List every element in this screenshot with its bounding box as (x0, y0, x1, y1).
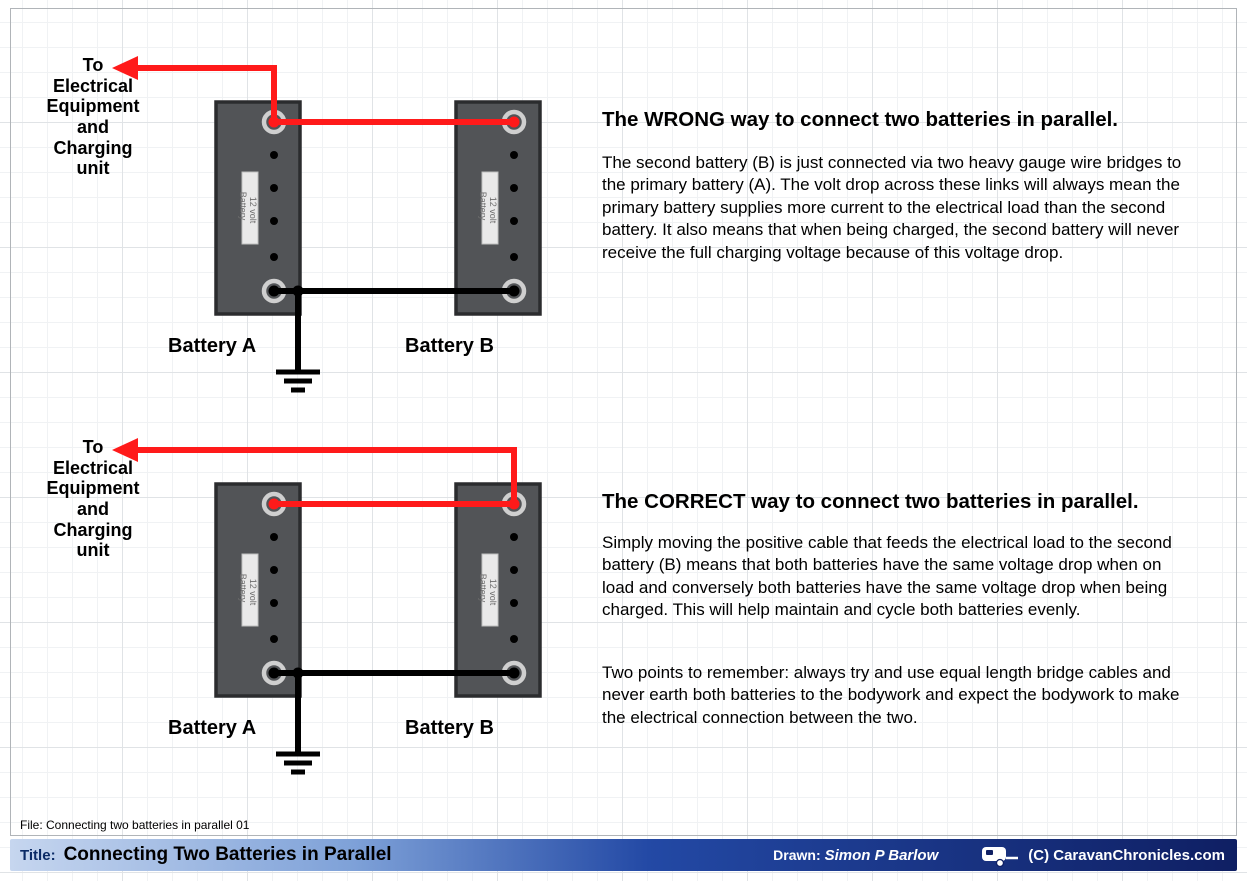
battery-a-top (216, 102, 300, 314)
dest-label-bottom: To Electrical Equipment and Charging uni… (28, 437, 158, 561)
copyright-text: (C) CaravanChronicles.com (1028, 847, 1225, 864)
title-value: Connecting Two Batteries in Parallel (64, 844, 392, 866)
battery-b-label-bottom: Battery B (405, 717, 494, 740)
wrong-text: The second battery (B) is just connected… (602, 152, 1182, 264)
caravan-icon (980, 843, 1020, 867)
diagram-svg: 12 volt Battery (0, 0, 1247, 881)
battery-b-bottom (456, 484, 540, 696)
battery-b-label-top: Battery B (405, 335, 494, 358)
title-key: Title: (20, 847, 56, 864)
correct-text-1: Simply moving the positive cable that fe… (602, 532, 1182, 622)
wrong-title: The WRONG way to connect two batteries i… (602, 108, 1118, 132)
correct-text-2: Two points to remember: always try and u… (602, 662, 1182, 729)
battery-a-bottom (216, 484, 300, 696)
title-bar: Title: Connecting Two Batteries in Paral… (10, 839, 1237, 871)
drawn-value: Simon P Barlow (825, 847, 939, 864)
drawn-key: Drawn: (773, 847, 820, 863)
correct-title: The CORRECT way to connect two batteries… (602, 490, 1139, 514)
battery-a-label-bottom: Battery A (168, 717, 256, 740)
dest-label-top: To Electrical Equipment and Charging uni… (28, 55, 158, 179)
battery-b-top (456, 102, 540, 314)
file-label: File: Connecting two batteries in parall… (20, 818, 249, 832)
battery-a-label-top: Battery A (168, 335, 256, 358)
